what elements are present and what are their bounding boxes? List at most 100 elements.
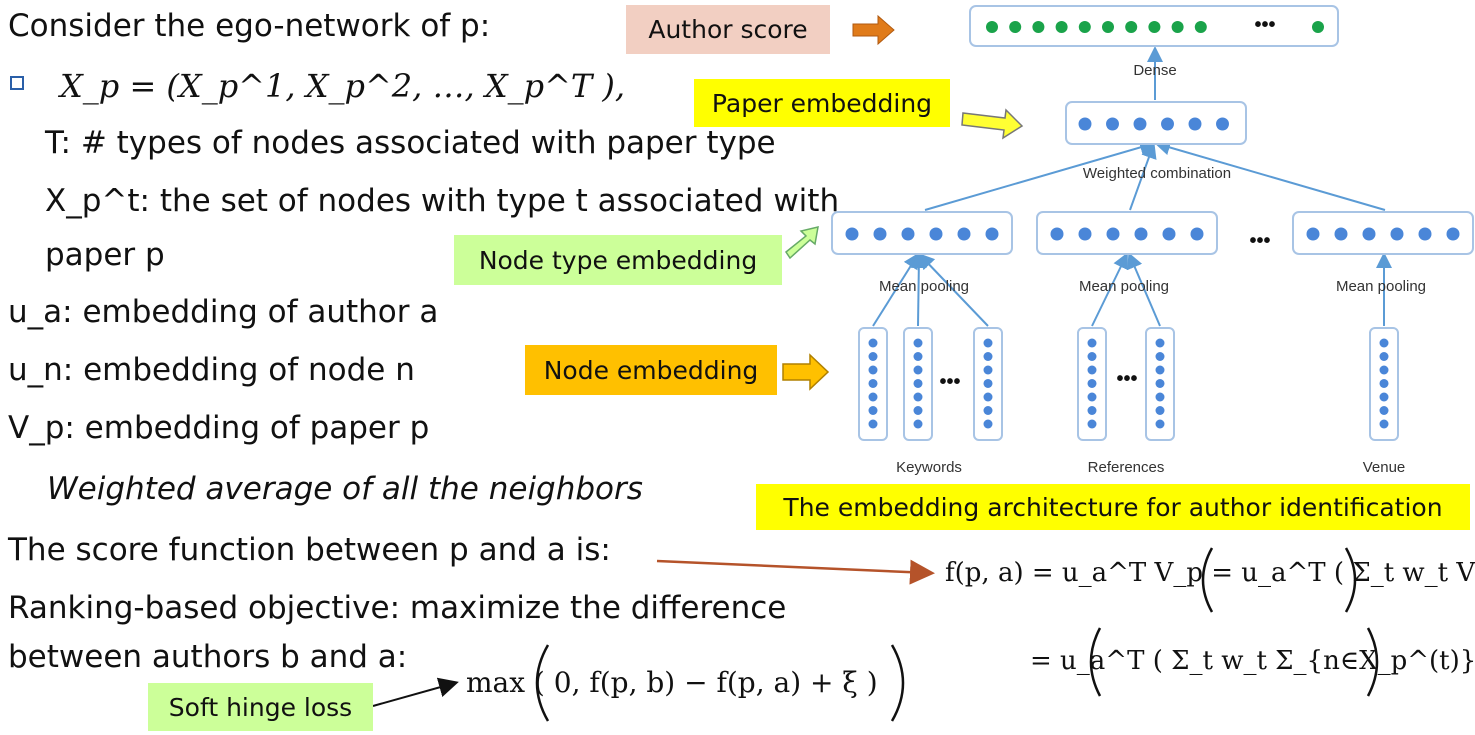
score-function-pointer-arrow [657,561,930,573]
node-type-dot [1107,228,1120,241]
node-type-dot [1335,228,1348,241]
paper-embedding-dot [1216,118,1229,131]
node-embedding-dot [1088,339,1097,348]
mean-pooling-label-2: Mean pooling [1079,278,1169,295]
node-embedding-dot [1380,393,1389,402]
node-embedding-dot [914,379,923,388]
node-embedding-dot [1088,393,1097,402]
mean-pooling-label-3: Mean pooling [1336,278,1426,295]
node-embedding-dot [984,393,993,402]
node-embedding-dot [1156,366,1165,375]
node-embedding-dot [914,352,923,361]
node-embedding-dot [1380,406,1389,415]
node-embedding-dot [984,352,993,361]
paper-embedding-label: Paper embedding [694,79,950,127]
keywords-label: Keywords [896,459,962,476]
node-embedding-dot [1156,379,1165,388]
node-embedding-label: Node embedding [525,345,777,395]
node-type-dot [1419,228,1432,241]
node-type-dot [1163,228,1176,241]
node-embedding-text: Node embedding [544,356,759,385]
node-type-dot [1363,228,1376,241]
node-embedding-dot [869,420,878,429]
author-score-dot [1195,21,1207,33]
author-score-text: Author score [648,15,807,44]
type-ellipsis: ••• [1249,230,1270,252]
score-equation-text: f(p, a) = u_a^T V_p = u_a^T ( Σ_t w_t V_… [945,558,1475,588]
author-score-dot [1079,21,1091,33]
node-embedding-dot [984,366,993,375]
venue-label: Venue [1363,459,1406,476]
soft-hinge-pointer-arrow [373,683,455,706]
author-score-arrow-icon [853,16,894,44]
node-type-dot [874,228,887,241]
weighted-combination-label: Weighted combination [1083,165,1231,182]
node-embedding-dot [1156,420,1165,429]
node-embedding-dot [984,420,993,429]
paper-embedding-arrow-icon [962,110,1022,138]
node-embedding-dot [1088,366,1097,375]
score-equation-line2: = u_a^T ( Σ_t w_t Σ_{n∈X_p^(t)} u_n/|X_p… [1030,646,1475,676]
score-equation: f(p, a) = u_a^T V_p = u_a^T ( Σ_t w_t V_… [945,558,1475,588]
soft-hinge-loss-text: Soft hinge loss [169,693,352,722]
node-embedding-dot [1380,420,1389,429]
node-embedding-dot [984,339,993,348]
node-type-dot [1135,228,1148,241]
node-embedding-dot [869,393,878,402]
node-type-embedding-text: Node type embedding [479,246,757,275]
paper-embedding-dot [1134,118,1147,131]
dense-ellipsis: ••• [1254,14,1275,36]
author-score-dot [986,21,998,33]
author-score-dot [1125,21,1137,33]
node-embedding-dot [869,379,878,388]
node-embedding-dot [1088,420,1097,429]
node-embedding-dot [914,366,923,375]
node-type-arrow-icon [786,227,818,258]
node-type-box-venue [1293,212,1473,254]
node-type-dot [986,228,999,241]
node-type-dot [1051,228,1064,241]
architecture-caption: The embedding architecture for author id… [756,484,1470,530]
references-label: References [1088,459,1165,476]
author-score-dot [1032,21,1044,33]
node-type-dot [846,228,859,241]
node-type-embedding-label: Node type embedding [454,235,782,285]
references-ellipsis: ••• [1116,368,1137,390]
node-type-dot [902,228,915,241]
node-type-dot [1391,228,1404,241]
node-embedding-dot [869,352,878,361]
node-embedding-dot [1156,393,1165,402]
node-embedding-dot [914,420,923,429]
author-score-dot [1009,21,1021,33]
node-type-dot [930,228,943,241]
author-score-dot [1056,21,1068,33]
paper-embedding-dot [1079,118,1092,131]
node-embedding-dot [869,339,878,348]
author-score-dot [1148,21,1160,33]
node-embedding-dot [1380,366,1389,375]
node-embedding-dot [914,339,923,348]
author-score-label: Author score [626,5,830,54]
paper-embedding-dot [1161,118,1174,131]
node-type-dot [1079,228,1092,241]
node-type-box-references [1037,212,1217,254]
hinge-equation-text: max ( 0, f(p, b) − f(p, a) + ξ ) [466,666,878,699]
hinge-equation: max ( 0, f(p, b) − f(p, a) + ξ ) [466,666,878,699]
node-embedding-dot [914,406,923,415]
node-embedding-dot [1380,339,1389,348]
node-embedding-dot [1088,406,1097,415]
hinge-close-paren [892,645,903,721]
node-embedding-dot [869,406,878,415]
node-type-dot [1307,228,1320,241]
paper-embedding-dot [1189,118,1202,131]
dense-label: Dense [1133,62,1176,79]
node-embedding-dot [1156,352,1165,361]
author-score-dot [1102,21,1114,33]
paper-embedding-dot [1106,118,1119,131]
node-embedding-dot [1156,406,1165,415]
node-embedding-dot [914,393,923,402]
node-type-dot [1191,228,1204,241]
node-embedding-arrow-icon [783,355,828,389]
author-score-dot [1312,21,1324,33]
node-embedding-dot [1380,379,1389,388]
